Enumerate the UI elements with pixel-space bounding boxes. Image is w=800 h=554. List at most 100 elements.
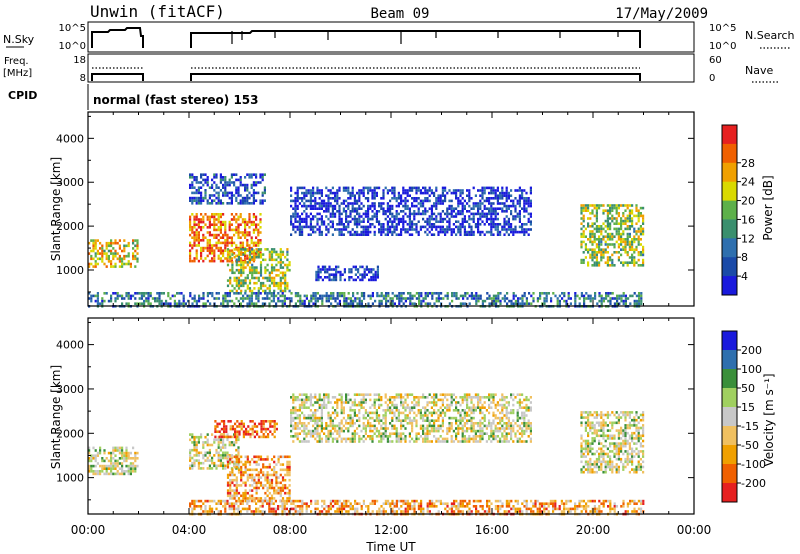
- data-cell: [369, 294, 372, 298]
- data-cell: [473, 294, 476, 298]
- data-cell: [270, 263, 274, 267]
- data-cell: [391, 186, 394, 190]
- data-cell: [442, 297, 445, 300]
- data-cell: [266, 465, 269, 469]
- data-cell: [219, 252, 222, 255]
- data-cell: [94, 457, 97, 460]
- data-cell: [510, 199, 513, 203]
- data-cell: [191, 244, 194, 247]
- data-cell: [373, 215, 376, 218]
- data-cell: [206, 181, 209, 184]
- data-cell: [110, 252, 113, 255]
- data-cell: [217, 199, 220, 202]
- data-cell: [386, 440, 389, 443]
- data-cell: [189, 233, 192, 237]
- data-cell: [215, 228, 218, 232]
- data-cell: [611, 217, 614, 220]
- data-cell: [327, 432, 330, 435]
- data-cell: [112, 472, 115, 476]
- data-cell: [323, 396, 326, 399]
- data-cell: [228, 292, 231, 295]
- data-cell: [615, 240, 618, 244]
- data-cell: [222, 456, 225, 460]
- data-cell: [415, 419, 418, 422]
- data-cell: [426, 220, 429, 223]
- data-cell: [235, 254, 238, 258]
- data-cell: [395, 429, 398, 433]
- data-cell: [437, 225, 440, 229]
- power-data-layer: [88, 173, 645, 308]
- data-cell: [336, 429, 339, 433]
- data-cell: [303, 437, 306, 441]
- data-cell: [242, 261, 245, 264]
- data-cell: [233, 241, 236, 245]
- data-cell: [363, 268, 366, 271]
- data-cell: [193, 223, 196, 226]
- data-cell: [530, 294, 533, 298]
- data-cell: [214, 427, 217, 431]
- data-cell: [415, 403, 418, 407]
- data-cell: [231, 489, 234, 492]
- data-cell: [121, 446, 124, 450]
- data-cell: [193, 294, 196, 298]
- data-cell: [213, 441, 216, 444]
- data-cell: [351, 189, 354, 192]
- data-cell: [298, 217, 301, 221]
- data-cell: [231, 468, 234, 472]
- data-cell: [391, 297, 394, 300]
- data-cell: [327, 297, 330, 300]
- data-cell: [99, 449, 102, 452]
- data-cell: [96, 297, 99, 300]
- data-cell: [246, 473, 249, 477]
- data-cell: [426, 401, 429, 404]
- data-cell: [349, 230, 352, 234]
- data-cell: [444, 194, 447, 197]
- data-cell: [114, 467, 117, 470]
- colorbar-segment: [722, 200, 737, 220]
- data-cell: [270, 281, 274, 285]
- data-cell: [279, 494, 282, 498]
- data-cell: [589, 235, 592, 238]
- data-cell: [213, 438, 216, 442]
- data-cell: [521, 197, 524, 200]
- data-cell: [223, 433, 226, 436]
- data-cell: [200, 213, 203, 216]
- data-cell: [602, 299, 605, 303]
- data-cell: [499, 191, 502, 195]
- data-cell: [624, 251, 627, 254]
- data-cell: [299, 297, 302, 300]
- data-cell: [206, 292, 209, 295]
- data-cell: [375, 393, 378, 396]
- data-cell: [235, 276, 238, 280]
- data-cell: [336, 411, 339, 415]
- data-cell: [269, 425, 272, 428]
- data-cell: [246, 263, 249, 267]
- data-cell: [583, 299, 586, 303]
- data-cell: [521, 294, 524, 298]
- data-cell: [369, 207, 372, 210]
- data-cell: [105, 470, 108, 473]
- data-cell: [430, 228, 433, 231]
- data-cell: [230, 191, 233, 195]
- data-cell: [606, 209, 609, 212]
- data-cell: [507, 204, 510, 208]
- data-cell: [246, 274, 249, 277]
- data-cell: [237, 202, 240, 205]
- nsky-panel: N.Sky 10^5 10^0 10^5 10^0 N.Search: [3, 21, 795, 53]
- data-cell: [413, 217, 416, 221]
- data-cell: [96, 252, 99, 255]
- data-cell: [158, 292, 161, 295]
- data-cell: [88, 457, 91, 460]
- data-cell: [314, 197, 317, 200]
- data-cell: [507, 220, 510, 223]
- data-cell: [262, 289, 265, 293]
- data-cell: [281, 489, 285, 492]
- data-cell: [286, 268, 289, 272]
- data-cell: [112, 462, 115, 465]
- data-cell: [327, 416, 330, 420]
- data-cell: [123, 457, 126, 460]
- data-cell: [622, 214, 625, 218]
- data-cell: [244, 468, 247, 472]
- data-cell: [617, 251, 620, 254]
- data-cell: [386, 223, 389, 226]
